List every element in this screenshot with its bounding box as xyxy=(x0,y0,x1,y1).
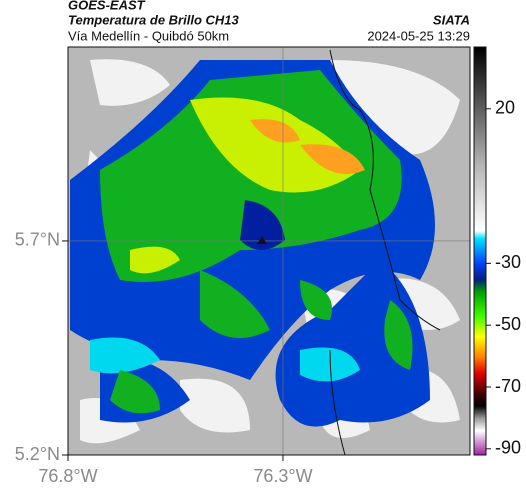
datetime: 2024-05-25 13:29 xyxy=(367,28,470,43)
colorbar xyxy=(473,46,487,456)
map-image xyxy=(68,47,470,455)
x-tick-label: 76.8°W xyxy=(38,466,97,486)
source: SIATA xyxy=(433,12,470,27)
y-tick-label: 5.7°N xyxy=(15,230,60,250)
colorbar-tick-label: -30 xyxy=(495,252,521,272)
region: Vía Medellín - Quibdó 50km xyxy=(68,28,229,43)
location-marker xyxy=(257,236,267,244)
y-tick-label: 5.2°N xyxy=(15,444,60,464)
colorbar-tick-label: -70 xyxy=(495,376,521,396)
grid xyxy=(68,47,470,455)
colorbar-tick-label: -50 xyxy=(495,314,521,334)
subtitle: Temperatura de Brillo CH13 xyxy=(68,12,240,27)
colorbar-tick-label: -90 xyxy=(495,438,521,458)
title: GOES-EAST xyxy=(68,0,146,12)
map-frame xyxy=(67,46,471,456)
x-tick-label: 76.3°W xyxy=(253,466,312,486)
colorbar-tick-label: 20 xyxy=(495,98,515,118)
